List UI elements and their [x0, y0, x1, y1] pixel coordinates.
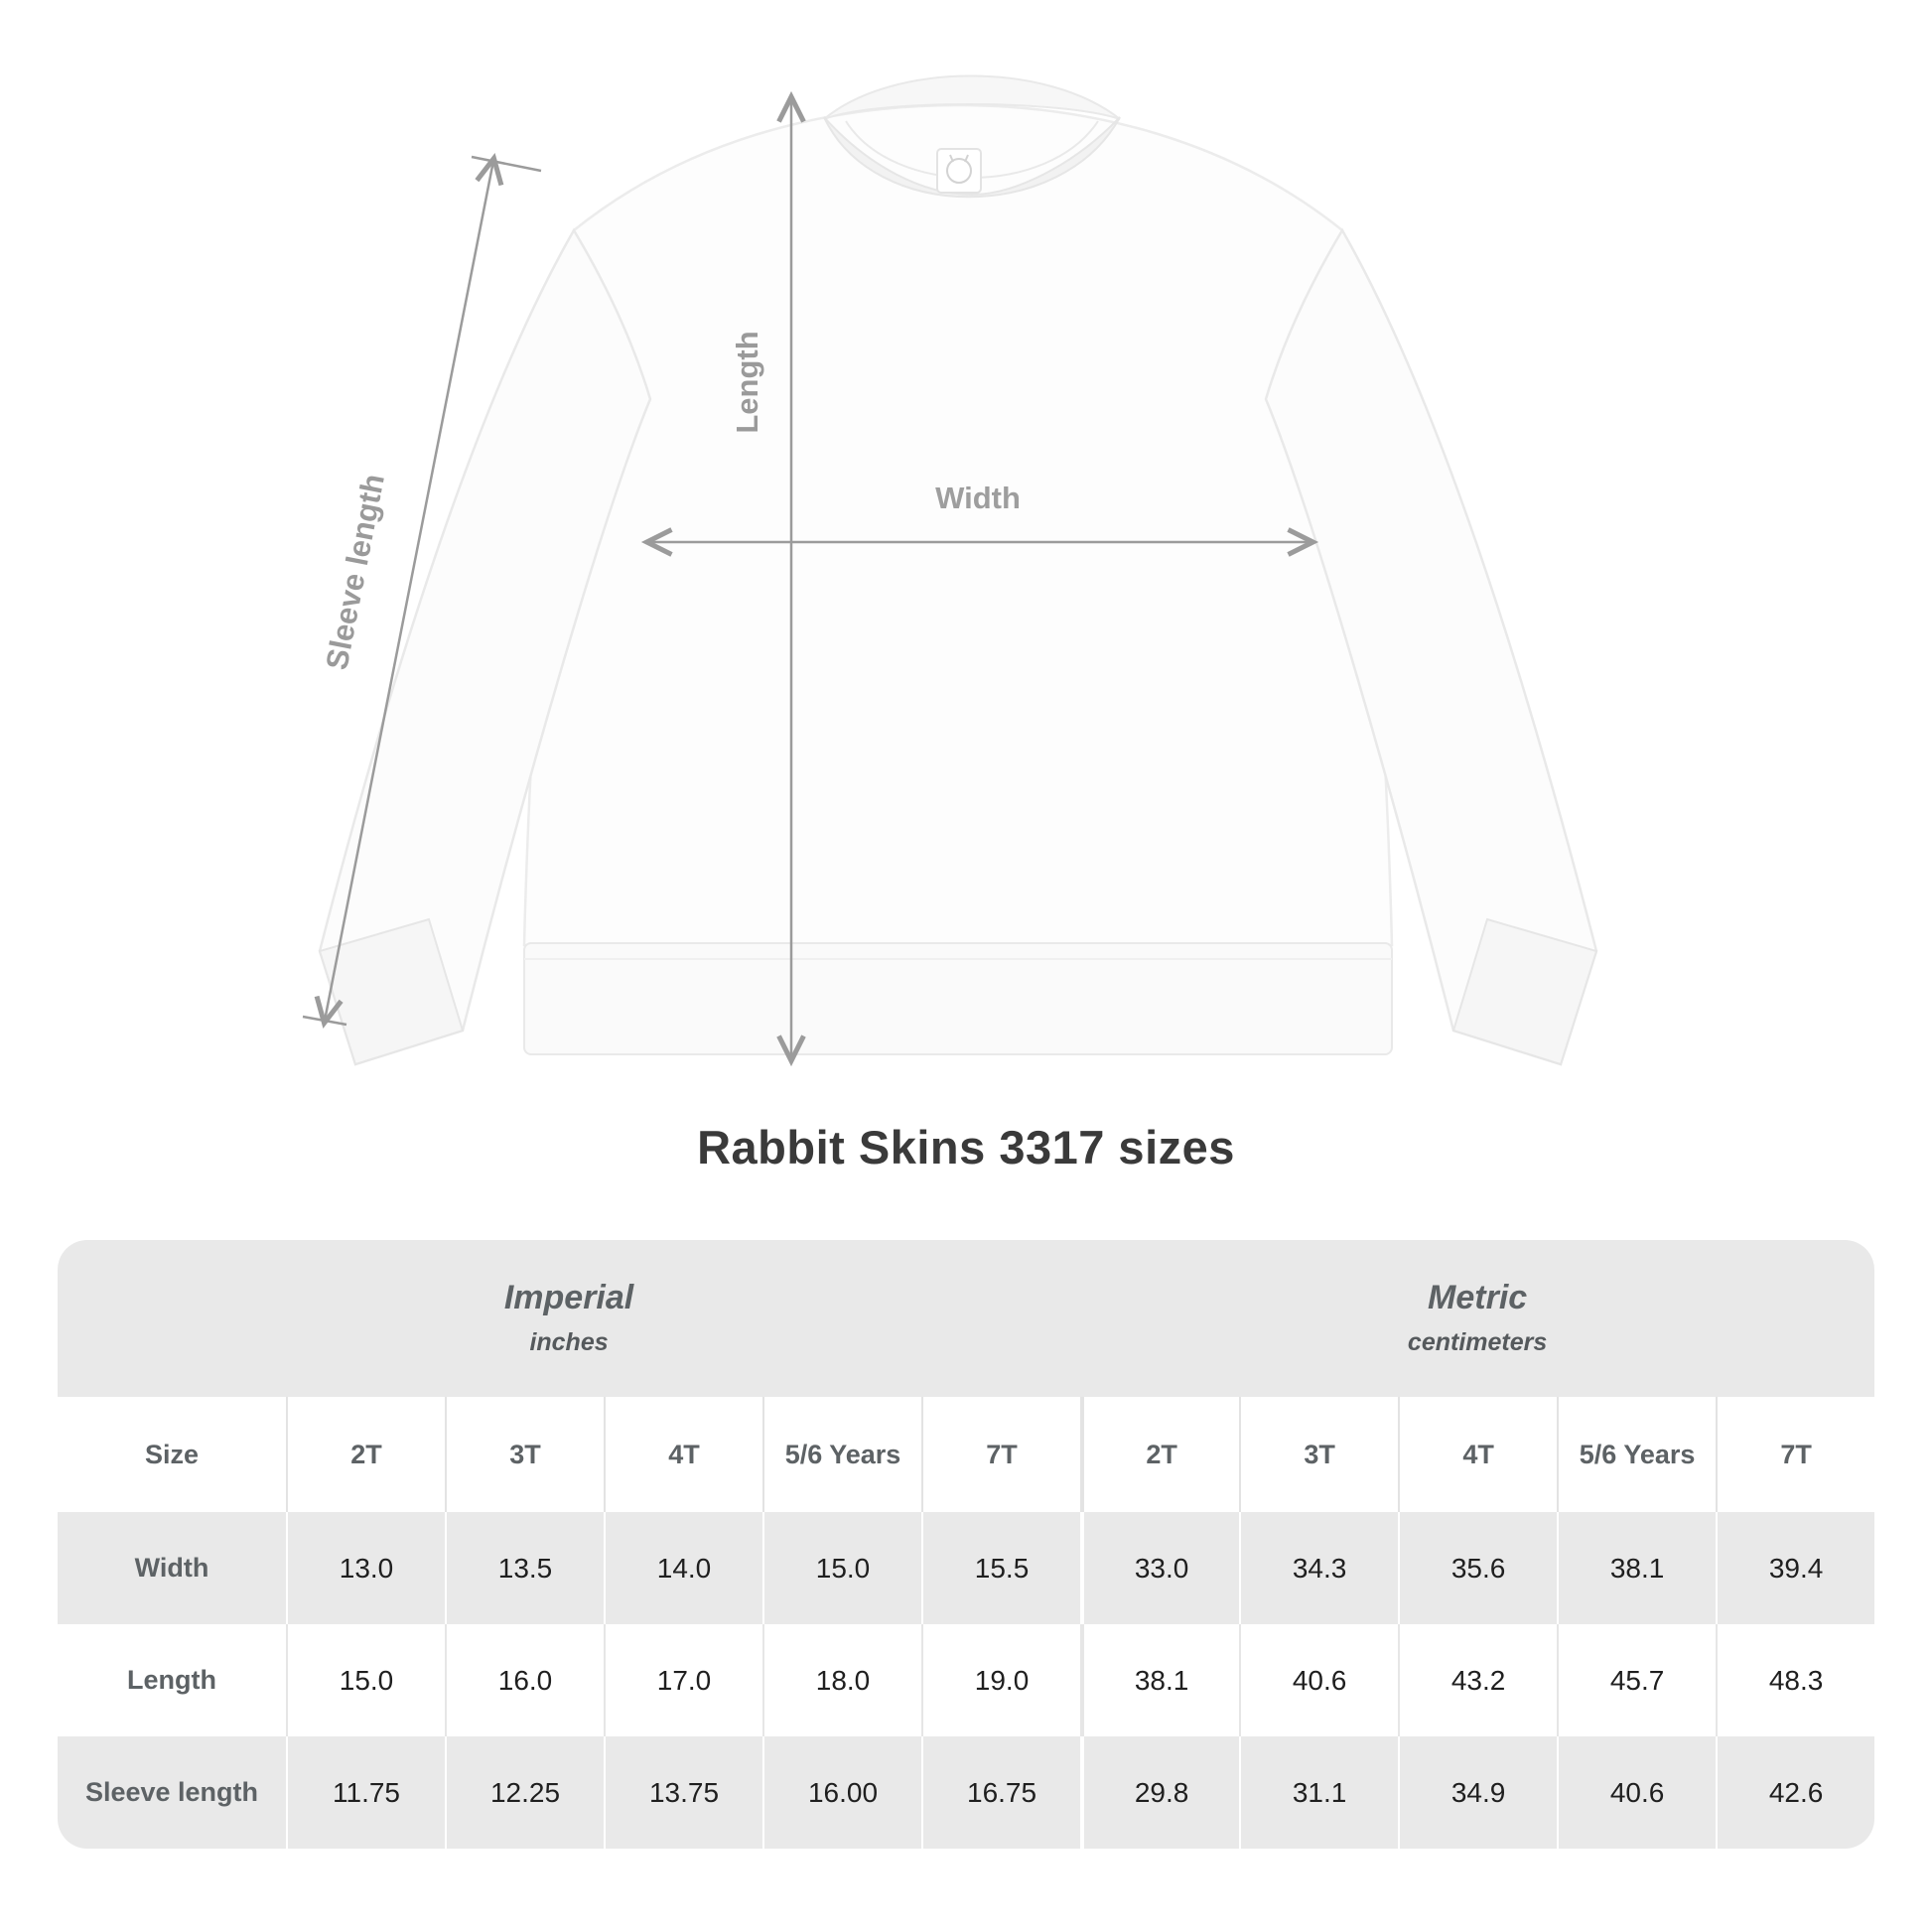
sleeve-tick-top — [471, 155, 542, 173]
value-cell: 39.4 — [1716, 1512, 1875, 1624]
value-cell: 15.5 — [921, 1512, 1081, 1624]
imperial-header: Imperial inches — [58, 1240, 1081, 1397]
imperial-title: Imperial — [503, 1278, 634, 1316]
value-cell: 40.6 — [1239, 1624, 1399, 1736]
measurement-diagram: Width Length Sleeve length — [302, 74, 1598, 1067]
value-cell: 31.1 — [1239, 1736, 1399, 1849]
value-cell: 16.75 — [921, 1736, 1081, 1849]
sleeve-length-arrow — [314, 153, 504, 1029]
imperial-subtitle: inches — [529, 1328, 609, 1357]
value-cell: 15.0 — [286, 1624, 445, 1736]
value-cell: 29.8 — [1080, 1736, 1240, 1849]
row-label-sleeve-length: Sleeve length — [58, 1736, 286, 1849]
value-cell: 45.7 — [1557, 1624, 1717, 1736]
value-cell: 11.75 — [286, 1736, 445, 1849]
value-cell: 14.0 — [604, 1512, 762, 1624]
brand-tag — [936, 148, 982, 194]
rabbit-logo-icon — [946, 158, 972, 184]
value-cell: 18.0 — [762, 1624, 921, 1736]
value-cell: 13.75 — [604, 1736, 762, 1849]
value-cell: 13.5 — [445, 1512, 604, 1624]
metric-subtitle: centimeters — [1407, 1328, 1548, 1357]
sweatshirt-body — [522, 103, 1394, 947]
size-header-imperial-7t: 7T — [921, 1397, 1081, 1512]
size-header-imperial-4t: 4T — [604, 1397, 762, 1512]
value-cell: 43.2 — [1398, 1624, 1558, 1736]
unit-header-row: Imperial inches Metric centimeters — [58, 1240, 1875, 1397]
width-label: Width — [935, 481, 1021, 515]
right-cuff — [1451, 917, 1598, 1066]
table-row-width: Width 13.0 13.5 14.0 15.0 15.5 33.0 34.3… — [58, 1512, 1875, 1624]
value-cell: 33.0 — [1080, 1512, 1240, 1624]
row-label-width: Width — [58, 1512, 286, 1624]
size-header-metric-3t: 3T — [1239, 1397, 1399, 1512]
value-cell: 34.3 — [1239, 1512, 1399, 1624]
value-cell: 16.0 — [445, 1624, 604, 1736]
size-header-metric-4t: 4T — [1398, 1397, 1558, 1512]
size-header-row: Size 2T 3T 4T 5/6 Years 7T 2T 3T 4T 5/6 … — [58, 1397, 1875, 1512]
value-cell: 16.00 — [762, 1736, 921, 1849]
size-header-metric-2t: 2T — [1080, 1397, 1240, 1512]
value-cell: 13.0 — [286, 1512, 445, 1624]
table-row-sleeve-length: Sleeve length 11.75 12.25 13.75 16.00 16… — [58, 1736, 1875, 1849]
size-header-metric-56y: 5/6 Years — [1557, 1397, 1717, 1512]
row-label-length: Length — [58, 1624, 286, 1736]
value-cell: 38.1 — [1557, 1512, 1717, 1624]
value-cell: 38.1 — [1080, 1624, 1240, 1736]
size-header-metric-7t: 7T — [1716, 1397, 1875, 1512]
value-cell: 34.9 — [1398, 1736, 1558, 1849]
hem-band — [523, 942, 1393, 1055]
value-cell: 19.0 — [921, 1624, 1081, 1736]
page-title: Rabbit Skins 3317 sizes — [697, 1121, 1235, 1173]
value-cell: 40.6 — [1557, 1736, 1717, 1849]
size-table-container: Imperial inches Metric centimeters Size … — [58, 1240, 1875, 1849]
size-table: Imperial inches Metric centimeters Size … — [58, 1240, 1875, 1849]
size-column-header: Size — [58, 1397, 286, 1512]
length-label: Length — [730, 331, 764, 433]
value-cell: 12.25 — [445, 1736, 604, 1849]
table-row-length: Length 15.0 16.0 17.0 18.0 19.0 38.1 40.… — [58, 1624, 1875, 1736]
value-cell: 15.0 — [762, 1512, 921, 1624]
value-cell: 17.0 — [604, 1624, 762, 1736]
right-sleeve — [1264, 227, 1598, 1066]
sleeve-length-label: Sleeve length — [319, 472, 390, 673]
sleeve-tick-bottom — [302, 1015, 347, 1027]
value-cell: 48.3 — [1716, 1624, 1875, 1736]
sweatshirt-graphic: Width Length Sleeve length — [302, 74, 1598, 1067]
metric-header: Metric centimeters — [1080, 1240, 1875, 1397]
size-header-imperial-3t: 3T — [445, 1397, 604, 1512]
size-header-imperial-56y: 5/6 Years — [762, 1397, 921, 1512]
value-cell: 35.6 — [1398, 1512, 1558, 1624]
value-cell: 42.6 — [1716, 1736, 1875, 1849]
size-header-imperial-2t: 2T — [286, 1397, 445, 1512]
metric-title: Metric — [1428, 1278, 1528, 1316]
